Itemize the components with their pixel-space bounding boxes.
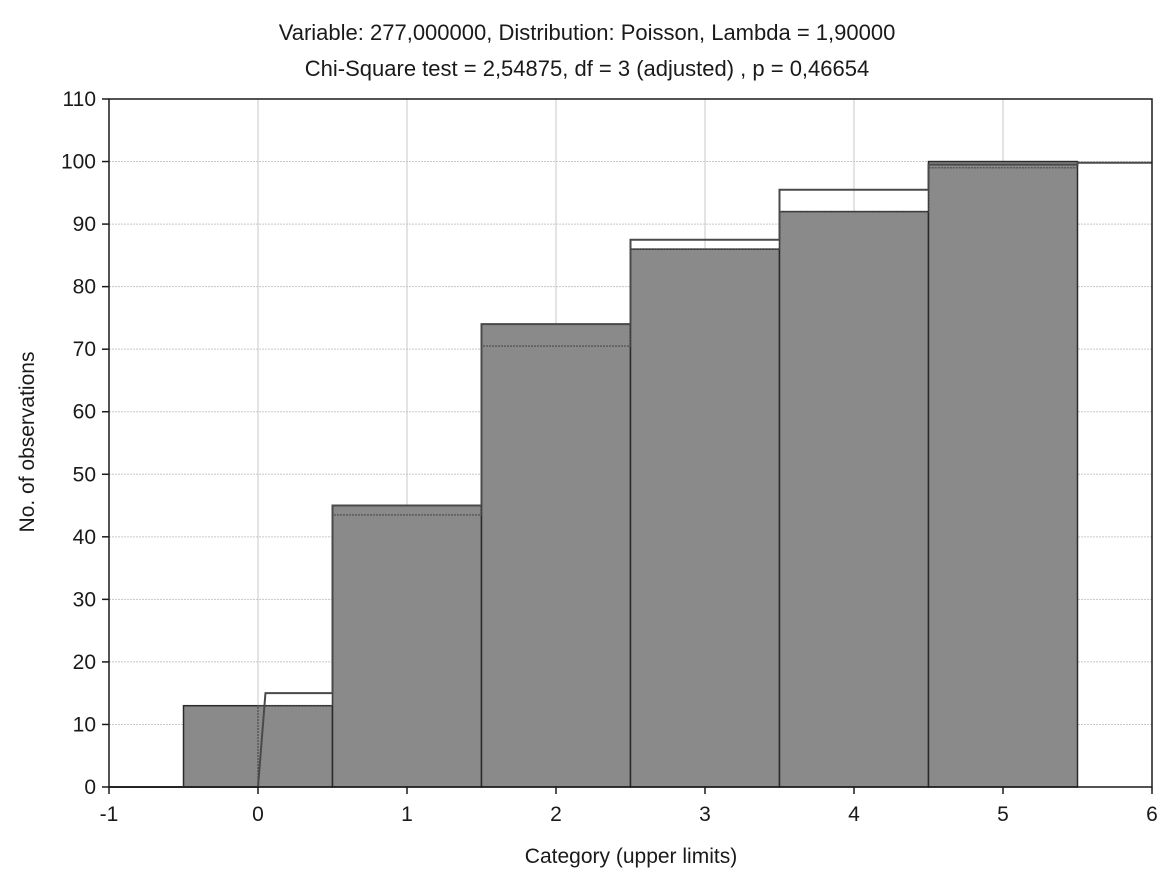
y-tick-label: 100	[61, 151, 96, 174]
x-axis-label: Category (upper limits)	[525, 845, 737, 868]
expected-line-lower	[257, 167, 1078, 787]
bar	[480, 323, 632, 788]
plot-frame	[108, 98, 1153, 788]
x-tick-label: 0	[252, 803, 264, 826]
y-axis-label: No. of observations	[16, 352, 39, 533]
x-tick-label: 5	[997, 803, 1009, 826]
bar	[927, 160, 1079, 788]
x-tick-label: 4	[848, 803, 860, 826]
y-tick-label: 30	[73, 588, 96, 611]
bar	[778, 210, 930, 788]
x-tick-label: -1	[100, 803, 119, 826]
y-tick-label: 80	[73, 276, 96, 299]
y-tick-label: 40	[73, 526, 96, 549]
y-tick-label: 10	[73, 713, 96, 736]
y-tick-label: 0	[84, 776, 96, 799]
x-tick-label: 3	[699, 803, 711, 826]
y-tick-label: 50	[73, 463, 96, 486]
bar	[331, 504, 483, 788]
x-tick-label: 2	[550, 803, 562, 826]
bars	[109, 160, 1079, 788]
y-tick-label: 70	[73, 338, 96, 361]
bar	[629, 248, 781, 788]
x-tick-label: 1	[401, 803, 413, 826]
chart-title-line1: Variable: 277,000000, Distribution: Pois…	[279, 20, 896, 45]
ticks	[102, 98, 1153, 794]
y-tick-label: 110	[63, 88, 96, 111]
x-tick-label: 6	[1146, 803, 1158, 826]
y-tick-label: 20	[73, 651, 96, 674]
y-tick-label: 90	[73, 213, 96, 236]
chart-title-line2: Chi-Square test = 2,54875, df = 3 (adjus…	[305, 56, 869, 81]
y-tick-label: 60	[73, 401, 96, 424]
expected-lines	[109, 161, 1152, 788]
